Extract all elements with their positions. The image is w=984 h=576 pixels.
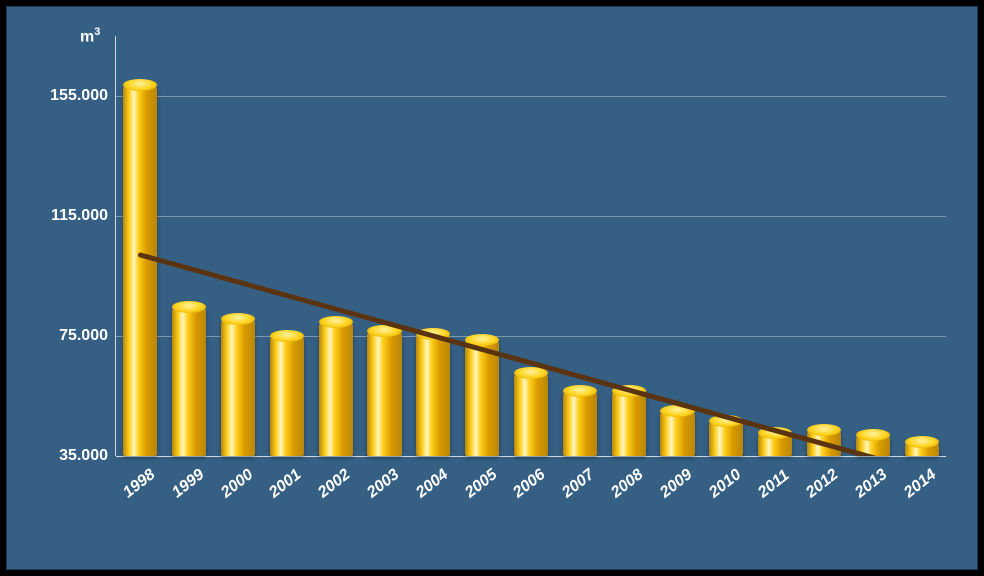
bar	[416, 336, 450, 456]
bar	[709, 423, 743, 456]
x-axis	[116, 456, 946, 457]
bar	[270, 338, 304, 457]
bar	[563, 393, 597, 456]
y-axis-unit: m3	[80, 26, 100, 46]
x-tick-label: 2003	[364, 466, 403, 502]
plot-area: 35.00075.000115.000155.000	[116, 36, 946, 456]
x-tick-label: 2010	[706, 466, 745, 502]
bar	[807, 432, 841, 456]
y-tick-label: 75.000	[59, 327, 108, 345]
bar	[465, 342, 499, 456]
x-tick-label: 2008	[608, 466, 647, 502]
y-tick-label: 155.000	[50, 87, 108, 105]
x-tick-label: 1998	[120, 466, 159, 502]
bar	[172, 309, 206, 456]
bar	[758, 435, 792, 456]
y-tick-label: 115.000	[51, 207, 108, 225]
x-tick-label: 2005	[462, 466, 501, 502]
x-tick-label: 2001	[266, 466, 305, 502]
bar	[905, 444, 939, 456]
x-tick-label: 2013	[852, 466, 891, 502]
bar	[856, 437, 890, 457]
bars-container	[116, 36, 946, 456]
x-tick-label: 2000	[218, 466, 257, 502]
x-tick-label: 2006	[510, 466, 549, 502]
bar	[367, 333, 401, 456]
x-tick-label: 2014	[901, 466, 940, 502]
bar	[514, 375, 548, 456]
x-tick-label: 2012	[803, 466, 842, 502]
x-tick-label: 1999	[169, 466, 208, 502]
bar	[612, 393, 646, 456]
x-tick-label: 2009	[657, 466, 696, 502]
chart-frame: m3 35.00075.000115.000155.000 1998199920…	[6, 6, 978, 570]
x-tick-label: 2007	[559, 466, 598, 502]
bar	[123, 87, 157, 456]
bar	[221, 321, 255, 456]
bar	[660, 413, 694, 457]
x-axis-labels: 1998 1999 20002001 2002 2003 2004 20052006 2007…	[116, 458, 946, 548]
x-tick-label: 2011	[755, 467, 793, 502]
y-tick-label: 35.000	[59, 447, 108, 465]
bar	[319, 324, 353, 456]
x-tick-label: 2002	[315, 466, 354, 502]
x-tick-label: 2004	[413, 466, 452, 502]
